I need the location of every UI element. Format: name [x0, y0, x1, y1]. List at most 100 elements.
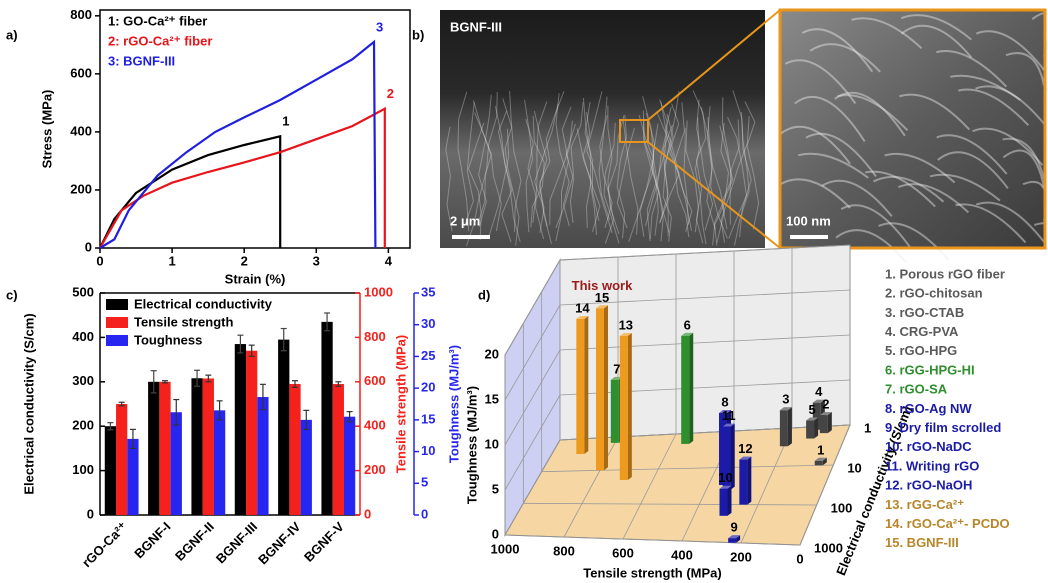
legend-entry: 1. Porous rGO fiber — [885, 266, 1005, 281]
legend-entry: 7. rGO-SA — [885, 382, 948, 397]
bar — [257, 397, 268, 515]
sem-images — [440, 10, 1048, 262]
bar3d — [596, 308, 604, 470]
x-tick-label: 200 — [730, 549, 752, 564]
z-tick-label: 15 — [485, 391, 499, 406]
y3-tick-label: 25 — [421, 348, 435, 363]
x-tick-label: 1000 — [491, 541, 520, 556]
legend-entry: Tensile strength — [134, 314, 234, 329]
bar-label: 10 — [718, 470, 732, 485]
bar — [278, 340, 289, 515]
x-tick-label: 400 — [671, 547, 693, 562]
y3-tick-label: 15 — [421, 411, 435, 426]
z-axis-title: Toughness (MJ/m³) — [464, 386, 479, 504]
bar-label: 1 — [817, 442, 824, 457]
bar-shade — [828, 412, 832, 433]
panel-label: a) — [6, 27, 18, 42]
bar3d — [719, 489, 727, 516]
legend-entry: 2: rGO-Ca²⁺ fiber — [108, 33, 212, 48]
bar-label: 7 — [613, 361, 620, 376]
y3-tick-label: 10 — [421, 443, 435, 458]
legend-entry: 6. rGG-HPG-HI — [885, 362, 975, 377]
legend-entry: 3. rGO-CTAB — [885, 305, 964, 320]
y2-axis-title: Tensile strength (MPa) — [393, 335, 408, 473]
bar — [105, 426, 116, 515]
legend-entry: 3: BGNF-III — [108, 53, 175, 68]
x-tick-label: 2 — [241, 253, 248, 268]
bar — [301, 420, 312, 515]
stress-strain-curve — [100, 136, 280, 248]
y3-tick-label: 0 — [421, 506, 428, 521]
bar3d — [820, 415, 828, 433]
legend-entry: 11. Writing rGO — [885, 458, 979, 473]
y2-tick-label: 600 — [364, 373, 386, 388]
bar — [333, 384, 344, 515]
x-axis-title: Strain (%) — [225, 271, 286, 286]
x-tick-label: 1 — [168, 253, 175, 268]
z-tick-label: 10 — [485, 436, 499, 451]
x-tick-label: 0 — [796, 551, 803, 566]
bar — [203, 378, 214, 515]
legend-swatch — [106, 299, 128, 310]
x-tick-label: 600 — [612, 545, 634, 560]
stress-strain-curve — [100, 42, 375, 248]
y2-tick-label: 0 — [364, 506, 371, 521]
bar-shade — [689, 333, 693, 444]
x-tick-label: rGO-Ca²⁺ — [79, 519, 130, 570]
bar — [171, 412, 182, 515]
panel-label: d) — [478, 287, 490, 302]
bar — [289, 384, 300, 515]
z-tick-label: 0 — [492, 526, 499, 541]
y-tick-label: 600 — [70, 65, 92, 80]
y-tick-label: 400 — [70, 123, 92, 138]
stress-strain-curve — [100, 109, 385, 248]
curve-label: 2 — [387, 86, 394, 101]
y3-tick-label: 5 — [421, 475, 428, 490]
x-tick-label: 3 — [313, 253, 320, 268]
x-tick-label: BGNF-I — [131, 519, 173, 561]
y-tick-label: 500 — [72, 284, 94, 299]
bar — [127, 439, 138, 515]
bar-label: 11 — [722, 408, 736, 423]
bar — [214, 410, 225, 515]
x-axis-title: Tensile strength (MPa) — [583, 565, 721, 580]
curve-label: 3 — [376, 19, 383, 34]
legend-swatch — [106, 317, 128, 328]
x-tick-label: 800 — [553, 543, 575, 558]
curve-label: 1 — [282, 114, 289, 129]
legend-entry: Electrical conductivity — [134, 296, 273, 311]
legend-entry: 8. rGO-Ag NW — [885, 401, 972, 416]
bar-shade — [584, 316, 588, 454]
bar3d — [739, 460, 747, 505]
bar-label: 6 — [684, 317, 691, 332]
legend-entry: 2. rGO-chitosan — [885, 286, 983, 301]
x-tick-label: 4 — [385, 253, 393, 268]
y-tick-label: 200 — [70, 181, 92, 196]
y-axis-title: Electrical conductivity (S/cm) — [21, 313, 36, 494]
z-tick-label: 20 — [485, 346, 499, 361]
bar-label: 9 — [731, 520, 738, 535]
scale-label: 2 μm — [450, 213, 480, 228]
bar-shade — [747, 457, 751, 505]
annotation: This work — [572, 278, 633, 293]
x-tick-label: BGNF-IV — [255, 519, 304, 568]
y3-tick-label: 35 — [421, 284, 435, 299]
bar-label: 14 — [575, 300, 590, 315]
x-tick-label: 0 — [96, 253, 103, 268]
panel-label: c) — [6, 287, 18, 302]
y-tick-label: 300 — [72, 373, 94, 388]
y-tick-label: 1000 — [814, 540, 843, 555]
legend-entry: 5. rGO-HPG — [885, 343, 957, 358]
bar3d — [611, 380, 619, 443]
y2-tick-label: 1000 — [364, 284, 393, 299]
y3-tick-label: 30 — [421, 316, 435, 331]
bar — [148, 382, 159, 515]
bar-shade — [814, 418, 818, 439]
y3-tick-label: 20 — [421, 380, 435, 395]
y-tick-label: 10 — [847, 460, 861, 475]
y-tick-label: 100 — [72, 462, 94, 477]
y-tick-label: 1 — [864, 420, 871, 435]
legend-swatch — [106, 335, 128, 346]
sem-image-left — [440, 10, 765, 248]
bar3d — [681, 336, 689, 444]
